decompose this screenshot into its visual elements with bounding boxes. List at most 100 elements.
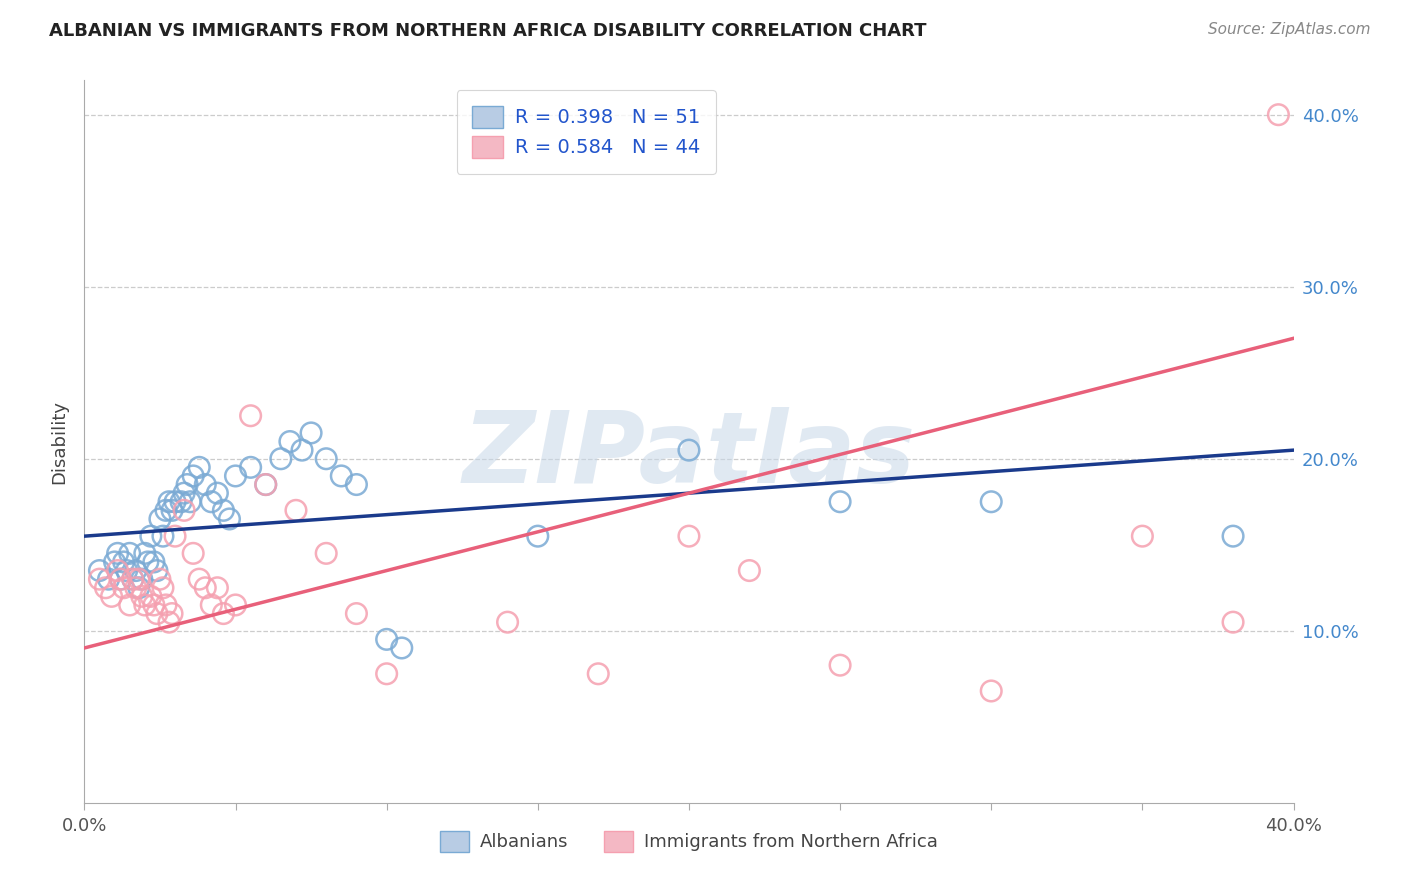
Point (176, 477, 198, 491)
Point (738, 564, 761, 578)
Point (225, 598, 247, 612)
Point (136, 555, 159, 569)
Point (104, 555, 127, 569)
Point (254, 477, 277, 491)
Point (139, 529, 162, 543)
Point (678, 529, 700, 543)
Point (146, 564, 169, 578)
Point (89, 564, 111, 578)
Point (110, 572, 132, 586)
Point (160, 503, 183, 517)
Point (200, 494, 222, 508)
Point (170, 494, 193, 508)
Point (128, 581, 150, 595)
Point (270, 451, 292, 466)
Point (200, 598, 222, 612)
Point (315, 546, 337, 560)
Text: ZIPatlas: ZIPatlas (463, 408, 915, 505)
Point (527, 529, 550, 543)
Point (830, 494, 852, 508)
Point (291, 443, 314, 458)
Point (155, 598, 177, 612)
Point (212, 607, 235, 621)
Point (152, 529, 174, 543)
Point (346, 477, 368, 491)
Y-axis label: Disability: Disability (51, 400, 69, 483)
Point (375, 666, 398, 681)
Point (112, 555, 135, 569)
Point (173, 486, 195, 500)
Point (346, 607, 368, 621)
Point (125, 581, 148, 595)
Point (239, 409, 262, 423)
Point (149, 512, 172, 526)
Point (152, 581, 174, 595)
Point (94, 581, 117, 595)
Point (173, 503, 195, 517)
Point (118, 546, 141, 560)
Point (155, 503, 177, 517)
Point (107, 546, 129, 560)
Point (188, 460, 211, 475)
Point (165, 529, 187, 543)
Point (157, 494, 180, 508)
Text: ALBANIAN VS IMMIGRANTS FROM NORTHERN AFRICA DISABILITY CORRELATION CHART: ALBANIAN VS IMMIGRANTS FROM NORTHERN AFR… (49, 22, 927, 40)
Point (181, 469, 204, 483)
Point (391, 640, 413, 655)
Point (179, 494, 201, 508)
Point (121, 572, 143, 586)
Point (330, 469, 353, 483)
Point (980, 684, 1002, 698)
Point (285, 503, 308, 517)
Point (278, 434, 301, 449)
Point (225, 469, 247, 483)
Point (496, 615, 519, 630)
Legend: Albanians, Immigrants from Northern Africa: Albanians, Immigrants from Northern Afri… (433, 823, 945, 859)
Point (181, 546, 204, 560)
Point (165, 494, 187, 508)
Point (142, 598, 165, 612)
Point (212, 503, 235, 517)
Point (588, 666, 610, 681)
Point (1130, 529, 1153, 543)
Point (157, 615, 180, 630)
Point (115, 564, 138, 578)
Point (239, 460, 262, 475)
Point (89, 572, 111, 586)
Point (1222, 529, 1244, 543)
Point (149, 572, 172, 586)
Point (830, 658, 852, 673)
Point (131, 590, 153, 604)
Point (125, 564, 148, 578)
Point (160, 607, 183, 621)
Point (139, 590, 162, 604)
Point (118, 598, 141, 612)
Point (146, 607, 169, 621)
Point (299, 425, 322, 440)
Point (97, 572, 120, 586)
Point (112, 581, 135, 595)
Point (207, 581, 229, 595)
Point (1222, 615, 1244, 630)
Point (218, 512, 240, 526)
Point (194, 581, 217, 595)
Point (254, 477, 277, 491)
Point (142, 555, 165, 569)
Point (194, 477, 217, 491)
Point (678, 443, 700, 458)
Point (100, 590, 122, 604)
Point (188, 572, 211, 586)
Point (1267, 108, 1289, 122)
Point (121, 572, 143, 586)
Point (207, 486, 229, 500)
Point (128, 572, 150, 586)
Point (375, 632, 398, 647)
Point (131, 572, 153, 586)
Point (107, 564, 129, 578)
Text: Source: ZipAtlas.com: Source: ZipAtlas.com (1208, 22, 1371, 37)
Point (134, 546, 156, 560)
Point (110, 572, 132, 586)
Point (134, 598, 156, 612)
Point (980, 494, 1002, 508)
Point (315, 451, 337, 466)
